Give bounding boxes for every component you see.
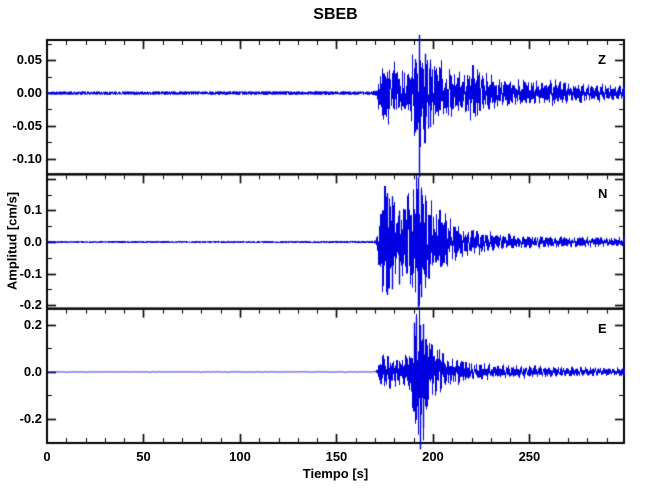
y-tick-label: 0.0 bbox=[23, 234, 42, 249]
x-tick-label: 0 bbox=[43, 449, 51, 464]
y-tick-label: 0.00 bbox=[16, 85, 42, 101]
x-tick-label: 250 bbox=[518, 449, 541, 464]
panel-label-z: Z bbox=[598, 52, 606, 67]
y-tick-label: 0.2 bbox=[23, 317, 42, 333]
x-tick-label: 50 bbox=[136, 449, 151, 464]
chart-title: SBEB bbox=[313, 6, 358, 23]
x-tick-label: 100 bbox=[229, 449, 251, 464]
panel-label-e: E bbox=[598, 320, 607, 336]
x-axis-label: Tiempo [s] bbox=[302, 466, 369, 481]
x-tick-label: 150 bbox=[325, 449, 348, 464]
y-tick-label: 0.1 bbox=[23, 202, 42, 218]
y-tick-label: -0.10 bbox=[12, 150, 42, 166]
panel-label-n: N bbox=[598, 186, 608, 202]
y-tick-label: -0.2 bbox=[19, 410, 42, 426]
y-tick-label: -0.1 bbox=[19, 265, 42, 281]
y-tick-label: -0.05 bbox=[12, 117, 42, 133]
y-tick-label: -0.2 bbox=[19, 297, 42, 313]
y-tick-label: 0.05 bbox=[16, 52, 42, 68]
x-tick-label: 200 bbox=[422, 449, 444, 464]
y-tick-label: 0.0 bbox=[23, 363, 42, 379]
